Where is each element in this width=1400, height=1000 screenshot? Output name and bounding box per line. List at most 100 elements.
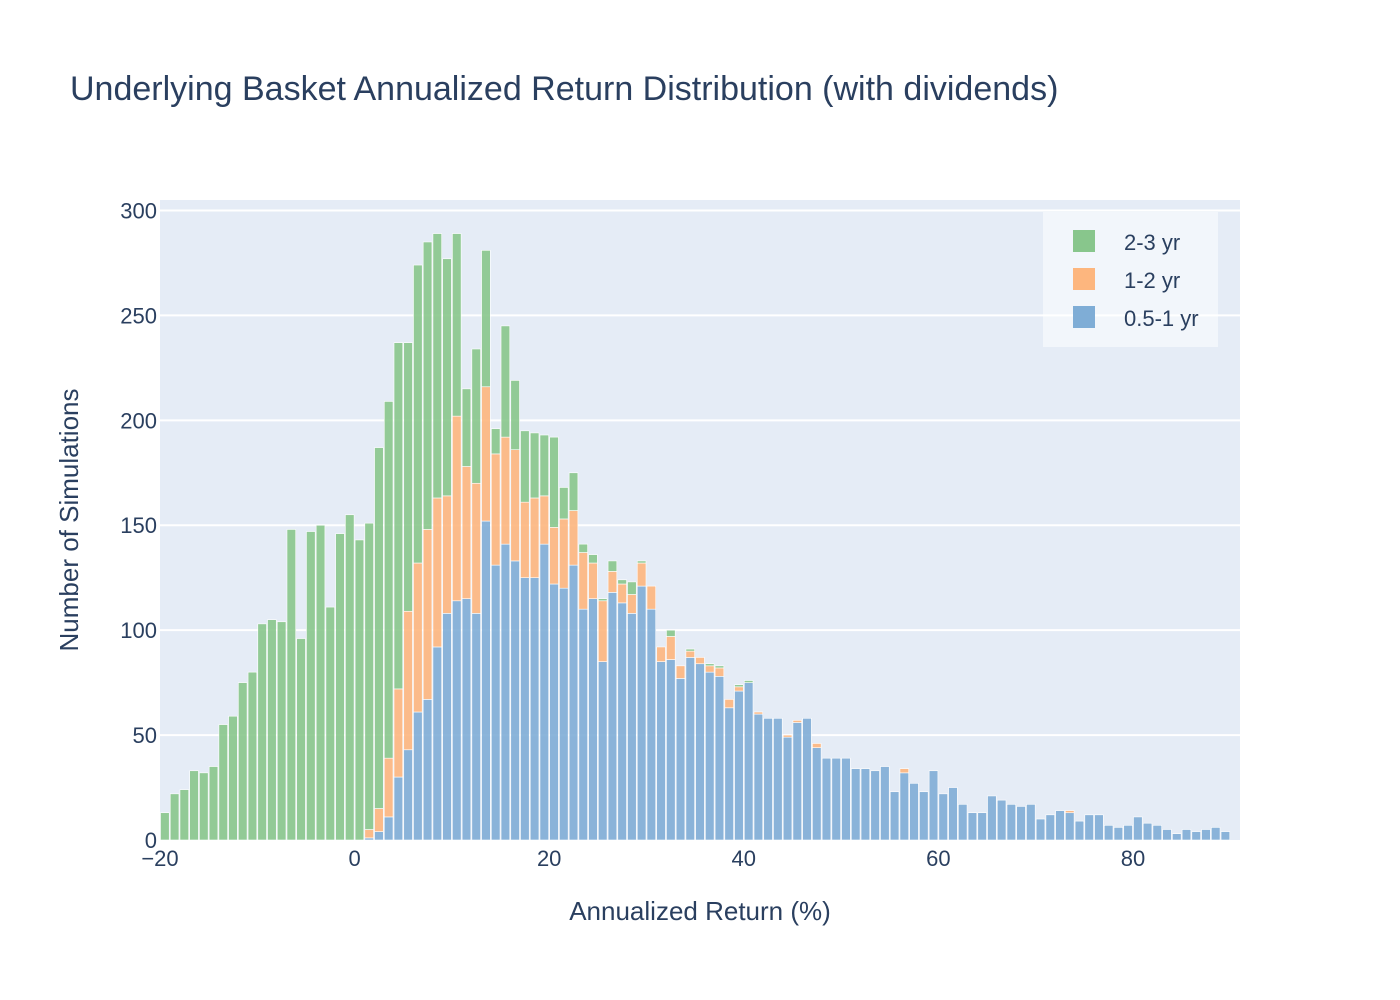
bar-segment [413, 562, 423, 713]
bar-segment [393, 688, 404, 778]
bar-segment [598, 661, 608, 841]
bar-segment [559, 518, 569, 589]
bar-segment [345, 514, 355, 841]
bar-segment [1220, 831, 1231, 841]
bar-segment [568, 472, 579, 511]
bar-segment [753, 711, 764, 715]
bar-segment [491, 564, 501, 841]
bar-segment [899, 772, 909, 841]
bar-segment [481, 250, 491, 388]
bar-segment [821, 757, 832, 841]
bar-segment [802, 717, 812, 841]
bar-segment [452, 415, 462, 602]
bar-segment [987, 795, 997, 841]
bar-segment [666, 629, 676, 637]
bar-segment [189, 770, 199, 841]
bar-segment [743, 682, 754, 841]
bar-segment [393, 776, 404, 841]
bar-segment [588, 598, 598, 841]
bar-segment [1201, 829, 1211, 841]
legend: 2-3 yr 1-2 yr 0.5-1 yr [1043, 212, 1218, 347]
bar-segment [432, 497, 442, 648]
bar-segment [782, 734, 793, 738]
bar-segment [1211, 827, 1221, 841]
bar-segment [666, 659, 676, 841]
bar-segment [792, 720, 802, 723]
bar-segment [539, 495, 549, 545]
bar-segment [578, 552, 588, 610]
bar-segment [432, 646, 442, 841]
bar-segment [705, 663, 715, 667]
x-tick-label: −20 [141, 846, 178, 871]
bar-segment [1065, 810, 1075, 814]
legend-label-1-2-yr: 1-2 yr [1124, 268, 1180, 293]
bars [160, 233, 1231, 841]
bar-segment [646, 608, 657, 841]
bar-segment [851, 768, 861, 841]
bar-segment [335, 533, 345, 841]
chart-title: Underlying Basket Annualized Return Dist… [70, 70, 1058, 108]
bar-segment [374, 831, 384, 841]
bar-segment [432, 233, 442, 499]
y-axis-title: Number of Simulations [54, 389, 84, 652]
legend-swatch-1-2-yr [1073, 268, 1095, 290]
bar-segment [1074, 820, 1085, 841]
y-tick-label: 300 [120, 198, 157, 223]
bar-segment [627, 594, 637, 614]
bar-segment [500, 325, 511, 438]
bar-segment [938, 793, 948, 841]
bar-segment [685, 650, 695, 658]
bar-segment [831, 757, 841, 841]
y-tick-label: 150 [120, 513, 157, 538]
bar-segment [724, 707, 734, 841]
bar-segment [675, 678, 686, 841]
bar-segment [636, 562, 647, 587]
bar-segment [607, 592, 618, 841]
bar-segment [422, 241, 433, 530]
bar-segment [598, 598, 608, 602]
bar-segment [578, 543, 588, 553]
bar-segment [169, 793, 180, 841]
bar-segment [374, 447, 384, 809]
bar-segment [636, 560, 647, 564]
bar-segment [500, 436, 511, 545]
bar-segment [452, 600, 462, 841]
bar-segment [510, 560, 520, 841]
bar-segment [539, 434, 549, 497]
bar-segment [996, 799, 1007, 841]
y-tick-label: 100 [120, 618, 157, 643]
bar-segment [714, 667, 725, 677]
bar-segment [238, 682, 248, 841]
bar-segment [529, 577, 540, 841]
bar-segment [325, 606, 335, 841]
bar-segment [393, 342, 404, 690]
bar-segment [695, 657, 705, 665]
bar-segment [734, 684, 744, 688]
bar-segment [763, 717, 773, 841]
bar-segment [461, 466, 472, 599]
bar-segment [315, 524, 326, 841]
x-tick-label: 0 [348, 846, 360, 871]
bar-segment [403, 749, 413, 841]
bar-segment [705, 665, 715, 673]
y-tick-label: 200 [120, 408, 157, 433]
bar-segment [1123, 825, 1133, 841]
bar-segment [909, 783, 919, 841]
bar-segment [1006, 804, 1017, 841]
bar-segment [452, 233, 462, 417]
bar-segment [179, 789, 189, 841]
bar-segment [792, 722, 802, 841]
bar-segment [491, 428, 501, 455]
bar-segment [422, 699, 433, 841]
bar-segment [520, 577, 530, 841]
bar-segment [364, 837, 374, 841]
bar-segment [1026, 804, 1036, 841]
bar-segment [773, 717, 783, 841]
bar-segment [636, 585, 647, 841]
bar-segment [568, 510, 579, 566]
bar-segment [1035, 818, 1046, 841]
bar-segment [1172, 833, 1182, 841]
bar-segment [520, 501, 530, 579]
bar-segment [510, 380, 520, 451]
